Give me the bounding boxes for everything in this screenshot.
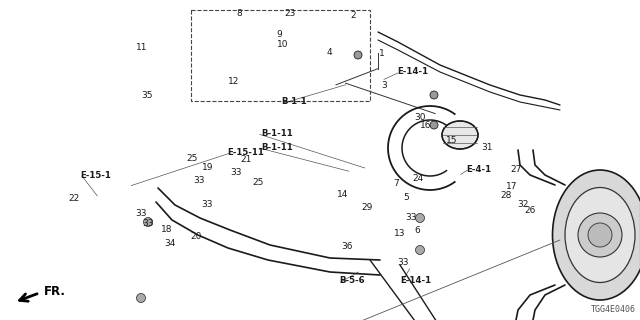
Text: 33: 33 [136,209,147,218]
Text: 20: 20 [191,232,202,241]
Text: E-15-11: E-15-11 [227,148,264,157]
Text: 25: 25 [253,178,264,187]
Bar [191,10,370,101]
Text: 12: 12 [228,77,239,86]
Ellipse shape [442,121,478,149]
Text: TGG4E0406: TGG4E0406 [591,305,636,314]
Text: 34: 34 [164,239,176,248]
Text: 26: 26 [525,206,536,215]
Text: 33: 33 [397,258,408,267]
Text: 4: 4 [326,48,332,57]
Ellipse shape [565,188,635,283]
Circle shape [415,213,424,222]
Text: 7: 7 [393,179,399,188]
Text: 5: 5 [403,193,409,202]
Text: 27: 27 [511,165,522,174]
Text: E-14-1: E-14-1 [400,276,431,285]
Text: 25: 25 [186,154,198,163]
Text: 13: 13 [394,229,406,238]
Ellipse shape [552,170,640,300]
Text: 33: 33 [405,213,417,222]
Circle shape [143,218,152,227]
Text: 16: 16 [420,121,431,130]
Text: 10: 10 [276,40,288,49]
Text: 8: 8 [237,9,243,18]
Circle shape [136,293,145,302]
Text: 1: 1 [379,49,385,58]
Circle shape [578,213,622,257]
Text: 30: 30 [415,113,426,122]
Text: B-1-1: B-1-1 [282,97,307,106]
Text: B-1-11: B-1-11 [261,129,293,138]
Text: 15: 15 [446,136,458,145]
Text: 31: 31 [481,143,493,152]
Text: 33: 33 [230,168,242,177]
Text: 2: 2 [351,11,356,20]
Circle shape [354,51,362,59]
Text: 33: 33 [142,219,154,228]
Text: 9: 9 [276,30,282,39]
Circle shape [430,121,438,129]
Text: 6: 6 [414,226,420,235]
Circle shape [430,91,438,99]
Text: 17: 17 [506,182,517,191]
Text: B-1-11: B-1-11 [261,143,293,152]
Text: 23: 23 [284,9,296,18]
Text: 33: 33 [201,200,212,209]
Text: E-14-1: E-14-1 [397,68,428,76]
Text: 22: 22 [68,194,80,203]
Text: 14: 14 [337,190,349,199]
Text: B-5-6: B-5-6 [339,276,365,285]
Text: 35: 35 [141,91,152,100]
Text: 33: 33 [193,176,205,185]
Text: 36: 36 [341,242,353,251]
Circle shape [415,245,424,254]
Text: 18: 18 [161,225,173,234]
Text: 11: 11 [136,43,147,52]
Text: 28: 28 [500,191,512,200]
Text: 21: 21 [241,155,252,164]
Text: 24: 24 [413,174,424,183]
Text: 3: 3 [381,81,387,90]
Text: 29: 29 [362,204,373,212]
Text: E-4-1: E-4-1 [466,165,491,174]
Circle shape [588,223,612,247]
Text: 19: 19 [202,163,213,172]
Text: FR.: FR. [44,285,65,298]
Text: E-15-1: E-15-1 [80,171,111,180]
Text: 32: 32 [517,200,529,209]
